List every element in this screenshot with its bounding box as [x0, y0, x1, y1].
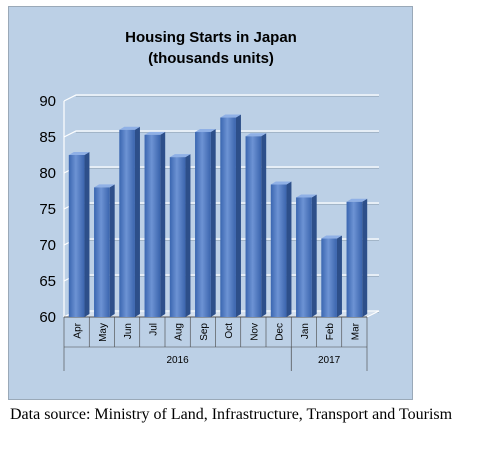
bar-front [346, 201, 363, 317]
bar-side [134, 126, 140, 317]
group-label: 2017 [318, 355, 341, 366]
y-tick-label: 60 [39, 309, 56, 326]
bar [119, 126, 140, 317]
y-tick-label: 65 [39, 273, 56, 290]
bar [296, 194, 317, 317]
bar [220, 114, 241, 317]
bar-front [68, 155, 85, 317]
bar [144, 131, 166, 317]
bar-side [84, 152, 90, 317]
bar-top [195, 128, 216, 132]
bar-top [144, 131, 166, 135]
x-tick-label: Jul [148, 323, 159, 336]
bar-top [245, 133, 267, 137]
chart-title: Housing Starts in Japan [125, 29, 297, 46]
bar-side [311, 194, 317, 317]
bar-top [296, 194, 317, 198]
data-source-note: Data source: Ministry of Land, Infrastru… [10, 406, 453, 423]
bar-side [261, 133, 267, 317]
bar-front [270, 184, 287, 317]
bar [270, 181, 292, 317]
x-tick-label: Dec [275, 323, 286, 341]
bar [169, 154, 191, 317]
bar-layer [68, 114, 368, 317]
group-label: 2016 [167, 355, 190, 366]
bar [68, 152, 90, 317]
x-tick-label: Nov [249, 323, 260, 341]
y-tick-label: 80 [39, 165, 56, 182]
bar [245, 133, 267, 317]
y-tick-label: 75 [39, 201, 56, 218]
bar-front [296, 197, 312, 317]
bar-front [321, 238, 337, 317]
x-tick-label: Aug [174, 323, 185, 341]
bar [94, 184, 115, 317]
bar-front [169, 157, 186, 317]
bar [321, 235, 342, 317]
x-tick-label: Mar [350, 322, 361, 340]
bar-top [169, 154, 191, 158]
bar-side [210, 128, 216, 317]
x-tick-label: Feb [325, 323, 336, 341]
bar-top [220, 114, 241, 118]
gridline [63, 130, 379, 138]
bar-top [94, 184, 115, 188]
bar [346, 198, 368, 317]
x-tick-label: Jan [300, 323, 311, 339]
bar [195, 128, 216, 317]
bar-front [245, 136, 262, 317]
y-tick-label: 70 [39, 237, 56, 254]
y-tick-label: 90 [39, 93, 56, 110]
bar-side [160, 131, 166, 317]
x-tick-label: Jun [123, 323, 134, 339]
bar-front [119, 129, 135, 317]
x-tick-label: Apr [73, 322, 84, 338]
chart-frame: Housing Starts in Japan (thousands units… [8, 6, 413, 400]
bar-side [109, 184, 115, 317]
chart-subtitle: (thousands units) [148, 50, 274, 67]
bar-front [195, 131, 211, 317]
bar-top [119, 126, 140, 130]
bar-side [235, 114, 241, 317]
bar-side [185, 154, 191, 317]
bar-top [321, 235, 342, 239]
bar-front [94, 187, 110, 317]
bar-side [286, 181, 292, 317]
bar-front [220, 117, 236, 317]
bar-top [270, 181, 292, 185]
bar-top [68, 152, 90, 155]
label-layer: 60 65 70 75 80 85 90 Apr May Jun Jul Aug Sep Oct Nov De… [39, 93, 361, 366]
bar-side [362, 198, 368, 317]
x-tick-label: Sep [199, 323, 210, 341]
x-tick-label: May [98, 323, 109, 342]
gridline [63, 94, 379, 102]
x-tick-label: Oct [224, 323, 235, 339]
bar-side [336, 235, 342, 317]
y-tick-label: 85 [39, 129, 56, 146]
bar-top [346, 198, 368, 202]
chart-svg: Housing Starts in Japan (thousands units… [39, 29, 380, 371]
bar-front [144, 134, 161, 317]
